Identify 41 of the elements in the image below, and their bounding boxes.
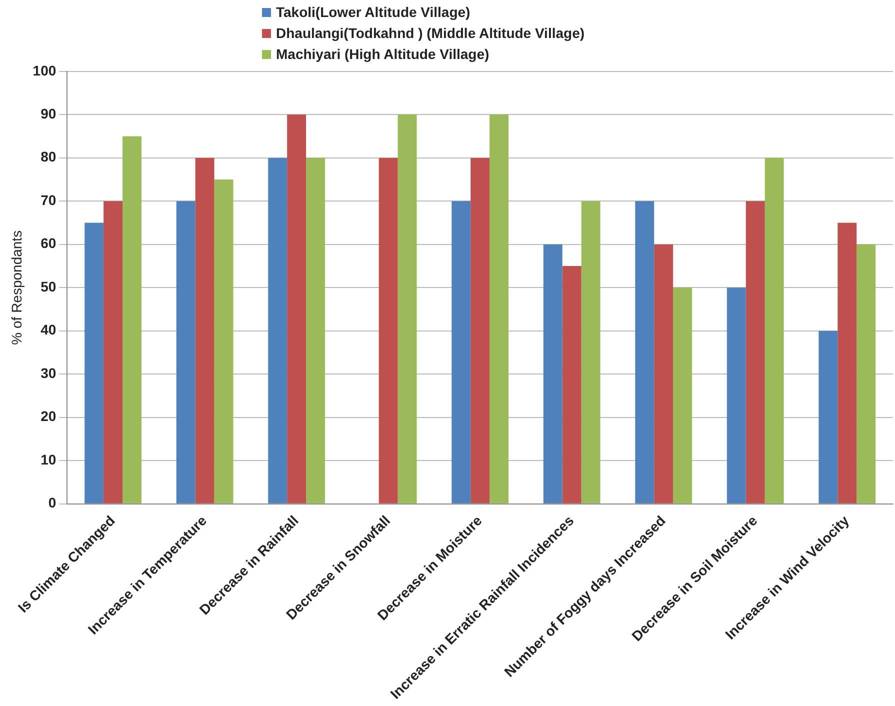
bar [195,158,214,504]
bar [452,201,471,504]
bar [654,244,674,504]
y-tick-label: 30 [40,364,56,381]
bar [838,222,857,504]
y-tick-label: 100 [32,62,56,78]
bar [470,158,490,504]
legend-label: Machiyari (High Altitude Village) [275,45,490,64]
y-tick-label: 80 [40,148,56,165]
bar [818,330,838,504]
y-tick-label: 10 [40,451,56,468]
legend-label: Takoli(Lower Altitude Village) [275,3,472,22]
bar [673,288,692,504]
y-tick-label: 40 [40,322,56,338]
bar [856,244,876,504]
y-tick-label: 90 [40,106,56,122]
bar [176,201,196,504]
bar [268,158,288,504]
bar [398,114,417,504]
bar [84,222,104,504]
legend-label: Dhaulangi(Todkahnd ) (Middle Altitude Village) [275,24,585,43]
bar [726,288,746,504]
bar [122,136,142,504]
bar [635,201,654,504]
y-tick-label: 50 [40,278,56,294]
y-tick-label: 60 [40,235,56,252]
bar [581,201,600,504]
bar [104,201,123,504]
bar [764,158,784,504]
y-tick-label: 20 [40,408,56,424]
bar [746,201,765,504]
bar [214,180,234,504]
bar [490,114,509,504]
bar [378,158,398,504]
y-tick-label: 70 [40,192,56,208]
y-axis-title: % of Respondants [8,230,24,345]
bar [287,114,306,504]
y-tick-label: 0 [48,494,56,511]
bar [306,158,326,504]
bar [543,244,562,504]
bar [562,266,582,504]
